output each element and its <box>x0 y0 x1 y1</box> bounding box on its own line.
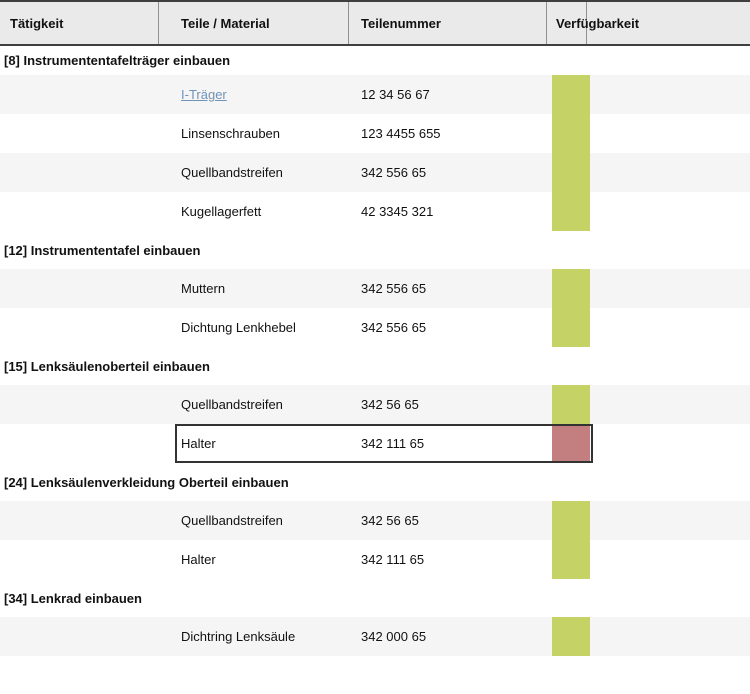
part-number-label: 342 111 65 <box>361 552 425 567</box>
column-divider <box>158 2 159 44</box>
table-row[interactable]: Quellbandstreifen 342 56 65 <box>0 385 750 424</box>
part-name-label: Halter <box>181 436 216 451</box>
part-name-label: I-Träger <box>181 75 227 114</box>
table-row[interactable]: Dichtung Lenkhebel 342 556 65 <box>0 308 750 347</box>
availability-swatch <box>552 153 590 192</box>
column-divider <box>348 2 349 44</box>
part-name-label: Quellbandstreifen <box>181 513 283 528</box>
column-divider <box>586 2 587 44</box>
part-number-label: 342 56 65 <box>361 513 419 528</box>
availability-swatch <box>552 385 590 424</box>
part-name-label: Halter <box>181 552 216 567</box>
availability-swatch <box>552 192 590 231</box>
availability-swatch <box>552 269 590 308</box>
table-row-selected[interactable]: Halter 342 111 65 <box>0 424 750 463</box>
part-number-label: 123 4455 655 <box>361 126 441 141</box>
table-row[interactable]: Kugellagerfett 42 3345 321 <box>0 192 750 231</box>
table-row[interactable]: Halter 342 111 65 <box>0 540 750 579</box>
group-header-34: [34] Lenkrad einbauen <box>0 579 750 617</box>
part-name-label: Quellbandstreifen <box>181 397 283 412</box>
column-header-teile-material: Teile / Material <box>181 15 270 31</box>
group-header-8: [8] Instrumententafelträger einbauen <box>0 46 750 75</box>
part-name-label: Linsenschrauben <box>181 126 281 141</box>
column-header-verfuegbarkeit: Verfügbarkeit <box>556 15 640 31</box>
table-row[interactable]: Muttern 342 556 65 <box>0 269 750 308</box>
availability-swatch <box>552 114 590 153</box>
column-header-teilenummer: Teilenummer <box>361 15 441 31</box>
part-name-label: Dichtung Lenkhebel <box>181 320 296 335</box>
table-row[interactable]: Dichtring Lenksäule 342 000 65 <box>0 617 750 656</box>
column-divider <box>546 2 547 44</box>
column-header-taetigkeit: Tätigkeit <box>10 15 64 31</box>
part-name-label: Quellbandstreifen <box>181 165 283 180</box>
part-number-label: 342 000 65 <box>361 629 427 644</box>
part-number-label: 42 3345 321 <box>361 204 434 219</box>
group-header-12: [12] Instrumententafel einbauen <box>0 231 750 269</box>
part-number-label: 342 556 65 <box>361 320 427 335</box>
table-row[interactable]: Quellbandstreifen 342 556 65 <box>0 153 750 192</box>
part-number-label: 342 56 65 <box>361 397 419 412</box>
table-row[interactable]: Linsenschrauben 123 4455 655 <box>0 114 750 153</box>
group-header-15: [15] Lenksäulenoberteil einbauen <box>0 347 750 385</box>
availability-swatch <box>552 617 590 656</box>
part-link[interactable]: I-Träger <box>181 87 227 102</box>
availability-swatch <box>552 540 590 579</box>
table-header-row: Tätigkeit Teile / Material Teilenummer V… <box>0 0 750 46</box>
part-number-label: 342 556 65 <box>361 281 427 296</box>
part-name-label: Kugellagerfett <box>181 204 262 219</box>
availability-swatch <box>552 75 590 114</box>
table-row[interactable]: I-Träger 12 34 56 67 <box>0 75 750 114</box>
availability-swatch <box>552 308 590 347</box>
part-name-label: Dichtring Lenksäule <box>181 629 296 644</box>
availability-swatch <box>552 501 590 540</box>
part-number-label: 342 111 65 <box>361 436 425 451</box>
group-header-24: [24] Lenksäulenverkleidung Oberteil einb… <box>0 463 750 501</box>
availability-swatch <box>552 424 590 463</box>
part-number-label: 342 556 65 <box>361 165 427 180</box>
part-number-label: 12 34 56 67 <box>361 87 430 102</box>
table-row[interactable]: Quellbandstreifen 342 56 65 <box>0 501 750 540</box>
part-name-label: Muttern <box>181 281 226 296</box>
